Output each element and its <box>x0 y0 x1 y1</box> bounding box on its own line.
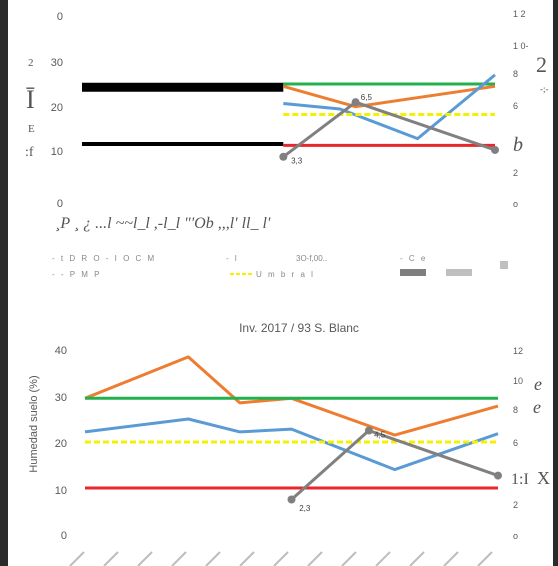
chart2-plot-area <box>84 355 502 504</box>
x-tick-mark <box>137 551 153 566</box>
chart1-y-tick: 0 <box>57 11 63 23</box>
chart1-glyph: :f <box>25 145 34 160</box>
chart1-glyph: 2 <box>536 52 547 77</box>
x-tick-mark <box>443 551 459 566</box>
chart1-y2-tick: 2 <box>513 168 518 178</box>
chart1-legend: ¸P ¸ ¿ ...l ~~l_l ,-l_l "'Ob ,,,l' ll_ l… <box>52 215 508 279</box>
chart1-y-tick: 10 <box>51 146 63 158</box>
data-label: 2,3 <box>299 504 311 513</box>
chart1-glyph: 2 <box>28 57 34 69</box>
chart1-y2-tick: o <box>513 199 518 209</box>
x-tick-mark <box>341 551 357 566</box>
chart2-y2-tick: 10 <box>513 376 523 386</box>
chart1-y-tick: 20 <box>51 102 63 114</box>
legend-item: - - P M P <box>52 270 101 279</box>
chart1-y2-tick: 1 2 <box>513 9 526 19</box>
chart2-y2-tick: 6 <box>513 438 518 448</box>
x-tick-mark <box>171 551 187 566</box>
x-tick-mark <box>69 551 85 566</box>
x-tick-mark <box>307 551 323 566</box>
chart2-glyph: e <box>533 397 541 417</box>
x-tick-mark <box>409 551 425 566</box>
chart1-y2-axis: o 2 6 8 1 0- 1 2 <box>513 9 529 209</box>
chart-panel <box>8 0 553 566</box>
data-point-gray <box>494 471 502 480</box>
chart1-side-glyphs: 2 Ī E :f 2 b -;- <box>25 52 549 160</box>
chart2-glyph: 1:I <box>511 471 529 488</box>
x-tick-mark <box>239 551 255 566</box>
x-tick-mark <box>103 551 119 566</box>
chart2-title: Inv. 2017 / 93 S. Blanc <box>239 321 359 335</box>
chart1-glyph: -;- <box>540 84 549 94</box>
x-tick-mark <box>375 551 391 566</box>
legend-gray-swatch <box>400 269 426 276</box>
chart1-y2-tick: 8 <box>513 69 518 79</box>
chart2-y2-tick: o <box>513 531 518 541</box>
series-line-orange <box>282 84 496 109</box>
data-label: 4,5 <box>374 430 386 439</box>
chart2-y2-tick: 12 <box>513 346 523 356</box>
legend-square-swatch <box>500 261 508 269</box>
chart1-y-tick: 30 <box>51 57 63 69</box>
chart2-y-tick: 20 <box>55 438 67 450</box>
data-point-gray <box>351 98 360 107</box>
chart2: Inv. 2017 / 93 S. Blanc Humedad suelo (%… <box>28 321 550 566</box>
chart1-data-labels: 3,3 6,5 <box>291 93 372 166</box>
chart1-y-axis: 0 10 20 30 0 <box>51 11 63 210</box>
chart2-y2-axis: o 2 6 8 10 12 <box>513 346 523 541</box>
chart2-y2-tick: 8 <box>513 405 518 415</box>
chart1-plot-area <box>82 73 499 161</box>
data-point-gray <box>279 152 288 161</box>
chart2-data-labels: 2,3 4,5 <box>299 430 386 513</box>
chart2-side-glyphs: e e 1:I X <box>511 374 550 488</box>
series-line-blue <box>84 417 499 472</box>
chart2-y-tick: 0 <box>61 530 67 542</box>
chart2-y-tick: 40 <box>55 345 67 357</box>
chart1: 0 10 20 30 0 o 2 6 8 1 0- 1 2 2 Ī E :f 2… <box>25 9 549 279</box>
chart1-glyph: E <box>28 123 35 135</box>
chart1-y2-tick: 6 <box>513 101 518 111</box>
legend-item: - l <box>226 254 239 263</box>
legend-lightgray-swatch <box>446 269 472 276</box>
legend-garbled: ¸P ¸ ¿ ...l ~~l_l ,-l_l "'Ob ,,,l' ll_ l… <box>55 215 271 232</box>
data-point-gray <box>364 426 373 435</box>
x-tick-mark <box>205 551 221 566</box>
x-tick-mark <box>273 551 289 566</box>
chart2-x-axis <box>69 551 493 566</box>
legend-item: 3O-f,00.. <box>296 254 327 263</box>
series-line-blue <box>283 73 496 141</box>
legend-item: U m b r a l <box>256 270 315 279</box>
data-point-gray <box>287 495 296 504</box>
chart1-y-tick: 0 <box>57 198 63 210</box>
data-point-gray <box>491 145 499 154</box>
chart2-y-tick: 10 <box>55 485 67 497</box>
data-label: 6,5 <box>361 93 373 102</box>
chart2-y-axis: 0 10 20 30 40 <box>55 345 67 542</box>
chart2-y2-tick: 2 <box>513 500 518 510</box>
x-tick-mark <box>477 551 493 566</box>
chart2-y-axis-label: Humedad suelo (%) <box>28 375 40 472</box>
series-line-orange <box>84 355 499 437</box>
legend-item: - t D R O - I O C M <box>52 254 156 263</box>
legend-item: - C e <box>400 254 427 263</box>
chart2-glyph: X <box>537 468 550 488</box>
chart1-y2-tick: 1 0- <box>513 41 529 51</box>
data-label: 3,3 <box>291 157 303 166</box>
chart1-glyph: Ī <box>26 85 35 114</box>
chart1-glyph: b <box>513 134 523 156</box>
chart2-y-tick: 30 <box>55 392 67 404</box>
chart2-glyph: e <box>534 374 542 394</box>
